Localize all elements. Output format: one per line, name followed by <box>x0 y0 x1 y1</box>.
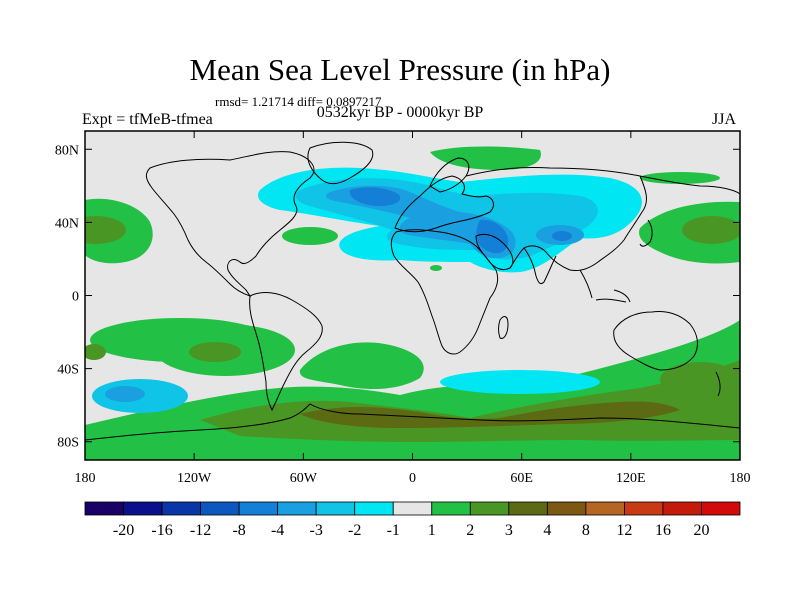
colorbar-swatch <box>84 501 124 516</box>
coast-madagascar <box>498 316 509 339</box>
map-field <box>85 131 740 460</box>
siberia-positive-small <box>640 172 720 184</box>
colorbar-label: -2 <box>348 522 361 539</box>
colorbar-swatch <box>431 501 471 516</box>
lat-ticks: 80N 40N 0 40S 80S <box>55 143 740 451</box>
colorbar-swatch <box>624 501 664 516</box>
lat-tick-label: 80N <box>55 143 79 158</box>
colorbar-swatch <box>315 501 356 516</box>
coastlines <box>85 141 740 441</box>
coast-se-asia <box>579 269 631 303</box>
lon-tick-label: 120W <box>177 471 212 486</box>
colorbar-label: 20 <box>693 522 709 539</box>
colorbar-label: -8 <box>232 522 245 539</box>
colorbar-label: -3 <box>310 522 323 539</box>
colorbar-swatch <box>200 501 240 516</box>
africa-positive-small <box>430 265 442 271</box>
colorbar-swatch <box>238 501 279 516</box>
coast-antarctica <box>85 403 740 441</box>
coast-greenland <box>307 141 374 185</box>
dateline-south-positive <box>85 344 106 360</box>
colorbar-swatch <box>469 501 510 516</box>
colorbar-swatch <box>392 501 433 516</box>
coast-scandinavia <box>429 157 470 193</box>
coast-africa <box>390 229 499 355</box>
coast-north-america <box>145 151 315 297</box>
colorbar-swatch <box>354 501 394 516</box>
south-pacific-positive-core <box>189 342 241 362</box>
stats-label: rmsd= 1.21714 diff= 0.0897217 <box>215 94 382 109</box>
lon-tick-label: 60W <box>290 471 318 486</box>
ne-pacific-positive-core <box>85 216 126 244</box>
experiment-label: Expt = tfMeB-tfmea <box>82 111 213 128</box>
lon-tick-label: 180 <box>75 471 96 486</box>
coast-europe <box>394 175 494 233</box>
colorbar-swatch <box>585 501 625 516</box>
lat-tick-label: 40S <box>57 363 79 378</box>
colorbar-label: -20 <box>113 522 134 539</box>
colorbar-swatch <box>277 501 317 516</box>
colorbar <box>84 501 741 516</box>
eurasia-negative-core <box>349 187 509 254</box>
lat-tick-label: 80S <box>57 436 79 451</box>
south-atlantic-positive <box>299 342 424 390</box>
colorbar-label: -1 <box>387 522 400 539</box>
lat-tick-label: 40N <box>55 216 79 231</box>
colorbar-swatch <box>662 501 702 516</box>
colorbar-swatch <box>161 501 201 516</box>
lon-tick-label: 60E <box>510 471 533 486</box>
colorbar-label: -16 <box>151 522 172 539</box>
coast-asia <box>465 166 740 271</box>
page-title: Mean Sea Level Pressure (in hPa) <box>189 52 611 87</box>
colorbar-swatch <box>508 501 548 516</box>
lon-tick-label: 0 <box>409 471 416 486</box>
colorbar-label: 16 <box>655 522 671 539</box>
season-label: JJA <box>712 111 737 128</box>
lat-tick-label: 0 <box>72 290 79 305</box>
coast-new-zealand <box>715 371 721 397</box>
coast-south-america <box>249 292 323 412</box>
sw-pacific-positive <box>660 362 740 398</box>
lon-tick-label: 120E <box>616 471 646 486</box>
southern-positive-inner <box>300 401 680 428</box>
coast-australia <box>613 311 698 371</box>
coast-japan <box>639 219 653 247</box>
colorbar-label: 1 <box>428 522 436 539</box>
colorbar-label: 3 <box>505 522 513 539</box>
tibet-negative-core <box>552 231 572 241</box>
colorbar-labels: -20 -16 -12 -8 -4 -3 -2 -1 1 2 3 4 8 12 16 20 <box>113 522 710 539</box>
colorbar-swatch <box>546 501 587 516</box>
period-label: 0532kyr BP - 0000kyr BP <box>316 104 484 121</box>
colorbar-label: 8 <box>582 522 590 539</box>
south-pacific-negative-core <box>105 386 145 402</box>
atlantic-positive-small <box>282 227 338 245</box>
colorbar-swatch <box>701 501 741 516</box>
colorbar-label: -4 <box>271 522 284 539</box>
colorbar-label: 4 <box>543 522 551 539</box>
coast-india <box>523 247 557 285</box>
colorbar-label: 2 <box>466 522 474 539</box>
colorbar-swatch <box>123 501 163 516</box>
lon-tick-label: 180 <box>730 471 751 486</box>
arctic-positive <box>430 146 541 170</box>
south-indian-negative <box>440 370 600 394</box>
lon-ticks: 180 120W 60W 0 60E 120E 180 <box>75 131 751 486</box>
nw-pacific-positive-core <box>682 216 740 244</box>
colorbar-label: 12 <box>616 522 632 539</box>
colorbar-label: -12 <box>190 522 211 539</box>
